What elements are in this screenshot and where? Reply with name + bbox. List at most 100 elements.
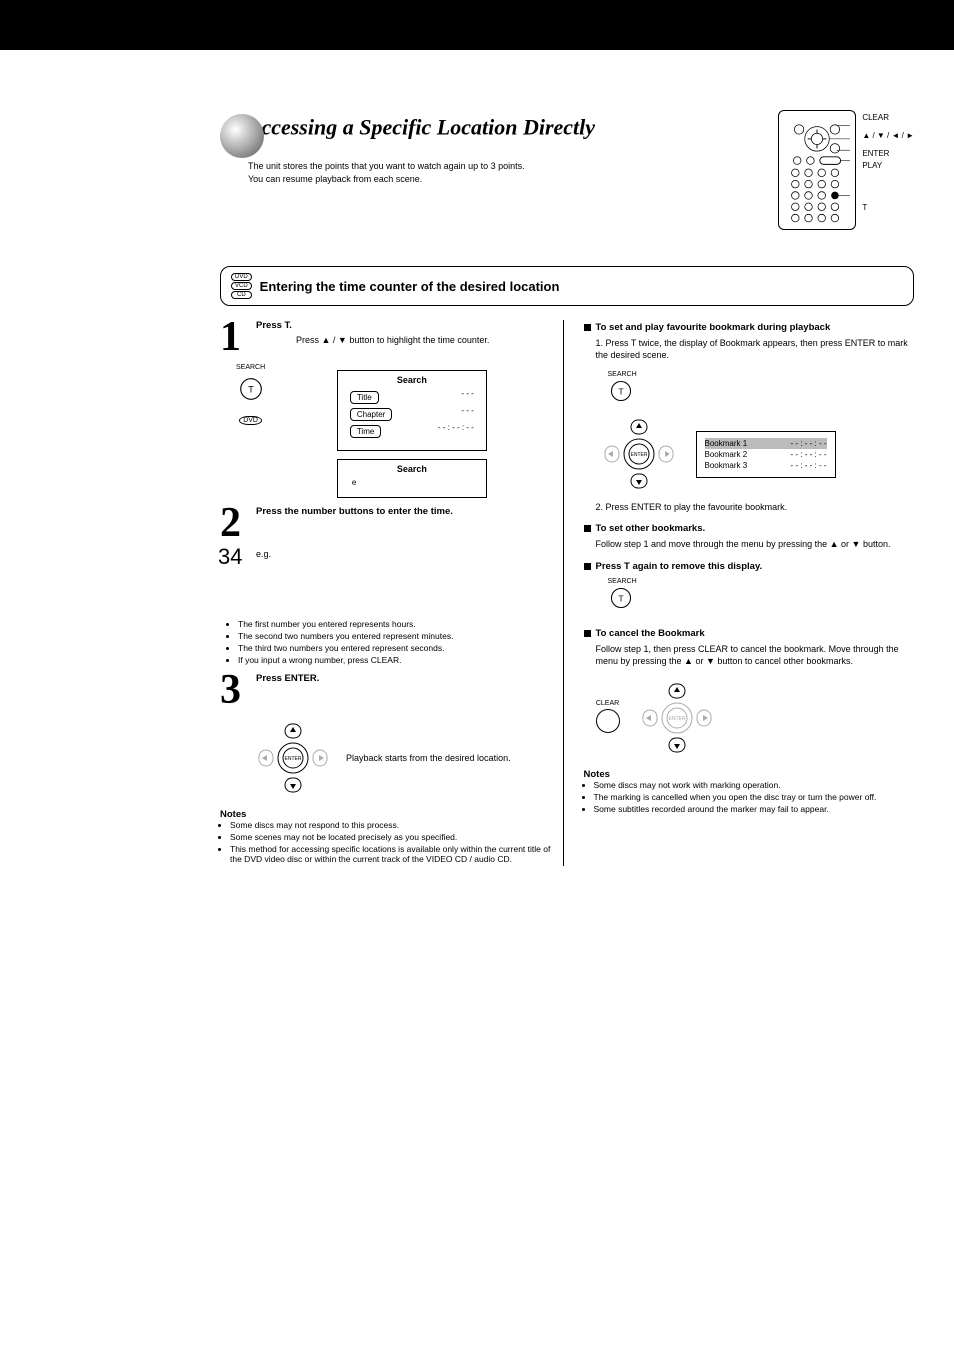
step-2: 2 Press the number buttons to enter the … [220,506,551,542]
bullet-4: If you input a wrong number, press CLEAR… [238,655,551,665]
left-note-1: Some discs may not respond to this proce… [230,820,551,830]
r-h4-text: To cancel the Bookmark [596,628,705,639]
title-block: Accessing a Specific Location Directly T… [220,110,758,185]
osd1-title: Search [338,375,486,385]
r-enter-pad-icon: ENTER [604,419,674,489]
r-h1-text: To set and play favourite bookmark durin… [596,322,831,333]
clear-button-icon [596,709,620,733]
right-note-3: Some subtitles recorded around the marke… [594,804,915,814]
r-h2-text: To set other bookmarks. [596,523,706,534]
remote-svg [784,117,850,223]
sphere-decor [220,114,264,158]
t-search-label: SEARCH [236,364,265,371]
r-h4: To cancel the Bookmark [584,628,915,639]
page-number: 34 [218,544,242,570]
bookmark-osd: Bookmark 1 - - : - - : - - Bookmark 2 - - … [696,431,836,478]
left-notes-title: Notes [220,809,551,820]
bm3v: - - : - - : - - [791,461,827,470]
svg-text:ENTER: ENTER [668,716,685,722]
t-button-icon: T [237,375,265,403]
svg-text:T: T [248,384,254,394]
square-bullet-icon [584,630,591,637]
remote-outline [778,110,856,230]
clear-button-block: CLEAR [596,700,620,736]
badge-cd: CD [231,291,252,299]
label-arrows: ▲ / ▼ / ◄ / ► [862,130,914,142]
right-notes: Some discs may not work with marking ope… [584,780,915,814]
square-bullet-icon [584,324,591,331]
svg-text:ENTER: ENTER [285,756,302,762]
label-clear: CLEAR [862,112,914,124]
bullet-2: The second two numbers you entered repre… [238,631,551,641]
bm3: Bookmark 3 [705,461,748,470]
right-column: To set and play favourite bookmark durin… [584,320,915,866]
two-columns: 1 Press T. Press ▲ / ▼ button to highlig… [220,320,914,866]
r-t-button-icon: T [608,378,634,404]
step-2-title: Press the number buttons to enter the ti… [256,506,551,542]
osd1-time-val: - - : - - : - - [438,423,474,440]
bm2: Bookmark 2 [705,450,748,459]
step-1-number: 1 [220,320,250,356]
r-h2-body: Follow step 1 and move through the menu … [596,538,915,550]
disc-badges: DVD VCD CD [231,273,252,299]
step-1-title: Press T. [256,320,292,331]
clear-label: CLEAR [596,700,620,707]
bullet-3: The third two numbers you entered repres… [238,643,551,653]
bm2v: - - : - - : - - [791,450,827,459]
r-t-button: SEARCH T [608,371,915,407]
r-search-label: SEARCH [608,371,915,378]
step-1-sub: Press ▲ / ▼ button to highlight the time… [296,335,551,345]
label-enter: ENTER [862,148,914,160]
step-2-number: 2 [220,506,250,542]
remote-diagram: CLEAR ▲ / ▼ / ◄ / ► ENTER PLAY T [778,110,914,230]
r-h4-enter-pad-icon: ENTER [642,683,712,753]
left-note-2: Some scenes may not be located precisely… [230,832,551,842]
bm1v: - - : - - : - - [791,439,827,448]
r-h3-search-label: SEARCH [608,578,915,585]
r-h1-body1: 1. Press T twice, the display of Bookmar… [596,337,915,361]
step-1-graphics: SEARCH T DVD Search Title- - - Chapter- … [236,364,551,506]
step-2-eg: e.g. [256,549,551,559]
right-notes-title: Notes [584,769,915,780]
content: Accessing a Specific Location Directly T… [0,110,954,866]
step-3-number: 3 [220,673,250,709]
section-title: Entering the time counter of the desired… [260,279,560,294]
svg-text:T: T [618,593,624,603]
section-header: DVD VCD CD Entering the time counter of … [220,266,914,306]
osd1-chapter-cell: Chapter [350,408,392,421]
step-3-graphics: ENTER Playback starts from the desired l… [250,717,551,799]
bm1: Bookmark 1 [705,439,748,448]
r-h3-text: Press T again to remove this display. [596,561,763,572]
r-h3-t-icon: T [608,585,634,611]
r-enter-bookmark-row: ENTER Bookmark 1 - - : - - : - - Bookmark… [596,413,915,495]
step-3-sub: Playback starts from the desired locatio… [346,753,551,763]
label-t: T [862,202,914,214]
header-row: Accessing a Specific Location Directly T… [220,110,914,230]
bullet-1: The first number you entered represents … [238,619,551,629]
r-h2: To set other bookmarks. [584,523,915,534]
subtitle-line-1: The unit stores the points that you want… [248,160,758,173]
osd2-title: Search [338,464,486,474]
page-title: Accessing a Specific Location Directly [247,115,595,140]
r-h3-graphic: SEARCH T [608,578,915,614]
osd1-title-val: - - - [461,389,473,406]
right-note-2: The marking is cancelled when you open t… [594,792,915,802]
subtitle-line-2: You can resume playback from each scene. [248,173,758,186]
badge-vcd: VCD [231,282,252,290]
left-column: 1 Press T. Press ▲ / ▼ button to highlig… [220,320,564,866]
page: Accessing a Specific Location Directly T… [0,0,954,866]
left-notes: Some discs may not respond to this proce… [220,820,551,864]
t-button-block: SEARCH T DVD [236,364,265,425]
subtitle: The unit stores the points that you want… [248,160,758,185]
left-note-3: This method for accessing specific locat… [230,844,551,864]
label-play: PLAY [862,160,914,172]
square-bullet-icon [584,525,591,532]
search-osd-1: Search Title- - - Chapter- - - Time- - :… [337,370,487,451]
r-h1: To set and play favourite bookmark durin… [584,322,915,333]
right-note-1: Some discs may not work with marking ope… [594,780,915,790]
r-h4-body: Follow step 1, then press CLEAR to cance… [596,643,915,667]
r-h3: Press T again to remove this display. [584,561,915,572]
remote-labels: CLEAR ▲ / ▼ / ◄ / ► ENTER PLAY T [862,112,914,230]
t-side-badge: DVD [239,416,262,425]
svg-text:ENTER: ENTER [630,452,647,458]
